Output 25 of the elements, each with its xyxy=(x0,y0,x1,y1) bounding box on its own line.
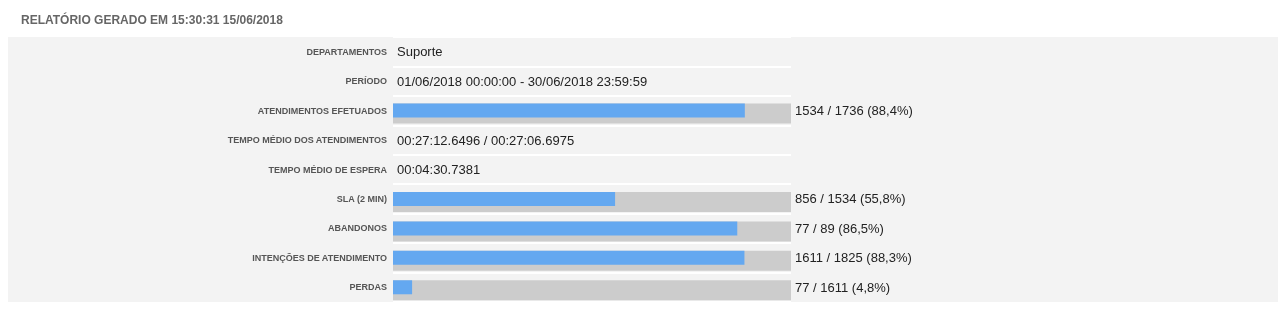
bar xyxy=(393,250,745,265)
y-tick-label: TEMPO MÉDIO DE ESPERA xyxy=(268,164,388,175)
annotation: 01/06/2018 00:00:00 - 30/06/2018 23:59:59 xyxy=(397,73,648,89)
y-tick-label: ATENDIMENTOS EFETUADOS xyxy=(257,105,387,116)
y-tick-label: PERDAS xyxy=(349,282,387,293)
annotation: 00:04:30.7381 xyxy=(397,162,481,177)
bar xyxy=(393,191,616,206)
text: 1534 / 1736 (88,4%) xyxy=(795,103,913,119)
annotation: 00:27:12.6496 / 00:27:06.6975 xyxy=(397,132,575,148)
y-tick-label: SLA (2 MIN) xyxy=(336,193,387,204)
text: 77 / 89 (86,5%) xyxy=(795,220,884,236)
bar xyxy=(393,103,745,118)
y-tick-label: ABANDONOS xyxy=(327,223,387,234)
text: 856 / 1534 (55,8%) xyxy=(795,191,906,207)
y-tick-label: DEPARTAMENTOS xyxy=(306,46,387,57)
y-tick-label: TEMPO MÉDIO DOS ATENDIMENTOS xyxy=(227,135,387,146)
bar xyxy=(393,280,791,301)
annotation: Suporte xyxy=(397,44,443,60)
text: 77 / 1611 (4,8%) xyxy=(795,279,891,295)
bar xyxy=(393,280,413,295)
y-tick-label: INTENÇÕES DE ATENDIMENTO xyxy=(252,252,387,263)
text: RELATÓRIO GERADO EM 15:30:31 15/06/2018 xyxy=(21,12,284,27)
text: 1611 / 1825 (88,3%) xyxy=(795,250,912,266)
bar xyxy=(393,221,738,236)
y-tick-label: PERÍODO xyxy=(345,76,387,87)
